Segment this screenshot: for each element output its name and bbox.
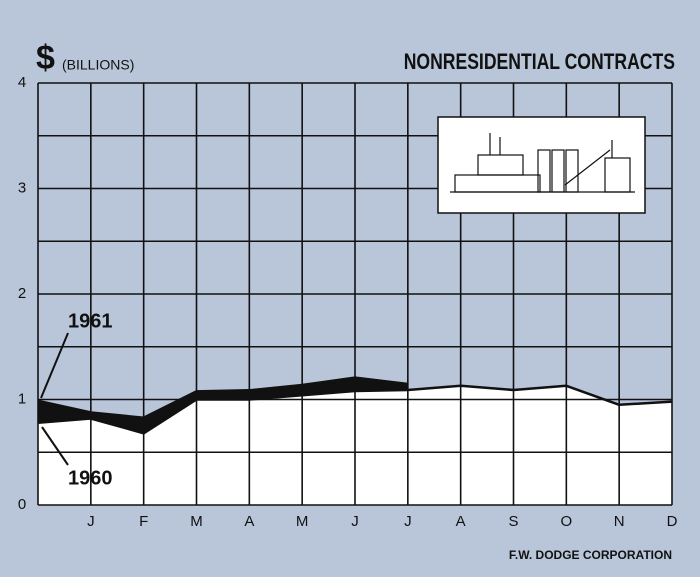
inset-illustration xyxy=(438,117,645,213)
x-tick-label: J xyxy=(87,513,95,530)
x-tick-label: M xyxy=(296,513,309,530)
y-tick-label: 4 xyxy=(18,74,26,91)
x-tick-label: A xyxy=(456,513,466,530)
chart: $ (BILLIONS) NONRESIDENTIAL CONTRACTS F.… xyxy=(0,0,700,577)
x-tick-label: J xyxy=(404,513,412,530)
unit-label: (BILLIONS) xyxy=(62,57,134,73)
currency-symbol: $ xyxy=(36,39,55,77)
x-tick-label: N xyxy=(614,513,625,530)
series-label: 1960 xyxy=(68,467,113,489)
x-tick-label: S xyxy=(508,513,518,530)
series-label: 1961 xyxy=(68,310,113,332)
x-tick-label: O xyxy=(560,513,572,530)
y-tick-label: 1 xyxy=(18,390,26,407)
y-tick-label: 2 xyxy=(18,285,26,302)
x-tick-label: F xyxy=(139,513,148,530)
chart-title: NONRESIDENTIAL CONTRACTS xyxy=(404,50,675,74)
x-tick-label: A xyxy=(244,513,254,530)
source: F.W. DODGE CORPORATION xyxy=(509,548,672,562)
y-tick-label: 0 xyxy=(18,496,26,513)
y-tick-label: 3 xyxy=(18,179,26,196)
x-tick-label: M xyxy=(190,513,203,530)
x-tick-label: D xyxy=(667,513,678,530)
x-tick-label: J xyxy=(351,513,359,530)
page: {"chart_data": {"type": "line", "title":… xyxy=(0,0,700,577)
